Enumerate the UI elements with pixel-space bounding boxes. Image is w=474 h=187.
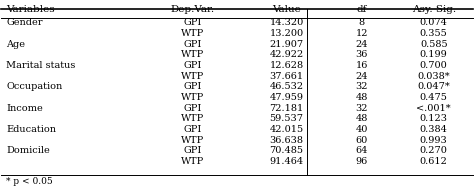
Text: 42.015: 42.015	[269, 125, 303, 134]
Text: 32: 32	[356, 82, 368, 91]
Text: 0.074: 0.074	[420, 19, 447, 27]
Text: 36: 36	[356, 50, 368, 59]
Text: GPI: GPI	[183, 19, 201, 27]
Text: 0.355: 0.355	[420, 29, 447, 38]
Text: 48: 48	[356, 93, 368, 102]
Text: Gender: Gender	[6, 19, 43, 27]
Text: 0.047*: 0.047*	[418, 82, 450, 91]
Text: 24: 24	[356, 40, 368, 49]
Text: WTP: WTP	[181, 72, 204, 81]
Text: 96: 96	[356, 157, 368, 166]
Text: * p < 0.05: * p < 0.05	[6, 177, 53, 186]
Text: 70.485: 70.485	[270, 146, 303, 155]
Text: WTP: WTP	[181, 29, 204, 38]
Text: GPI: GPI	[183, 82, 201, 91]
Text: Age: Age	[6, 40, 25, 49]
Text: 36.638: 36.638	[270, 136, 303, 145]
Text: 47.959: 47.959	[270, 93, 303, 102]
Text: WTP: WTP	[181, 50, 204, 59]
Text: WTP: WTP	[181, 136, 204, 145]
Text: Education: Education	[6, 125, 56, 134]
Text: 0.993: 0.993	[420, 136, 447, 145]
Text: GPI: GPI	[183, 146, 201, 155]
Text: <.001*: <.001*	[417, 104, 451, 113]
Text: GPI: GPI	[183, 40, 201, 49]
Text: 64: 64	[356, 146, 368, 155]
Text: 0.123: 0.123	[420, 114, 448, 123]
Text: 14.320: 14.320	[269, 19, 304, 27]
Text: 32: 32	[356, 104, 368, 113]
Text: 13.200: 13.200	[269, 29, 303, 38]
Text: 0.700: 0.700	[420, 61, 447, 70]
Text: Occupation: Occupation	[6, 82, 63, 91]
Text: WTP: WTP	[181, 114, 204, 123]
Text: WTP: WTP	[181, 157, 204, 166]
Text: 0.475: 0.475	[420, 93, 447, 102]
Text: 0.612: 0.612	[420, 157, 447, 166]
Text: GPI: GPI	[183, 61, 201, 70]
Text: 0.270: 0.270	[420, 146, 447, 155]
Text: Variables: Variables	[6, 5, 55, 14]
Text: 42.922: 42.922	[269, 50, 304, 59]
Text: 46.532: 46.532	[269, 82, 303, 91]
Text: 72.181: 72.181	[269, 104, 304, 113]
Text: WTP: WTP	[181, 93, 204, 102]
Text: 16: 16	[356, 61, 368, 70]
Text: 91.464: 91.464	[269, 157, 303, 166]
Text: Marital status: Marital status	[6, 61, 75, 70]
Text: 0.199: 0.199	[420, 50, 447, 59]
Text: GPI: GPI	[183, 104, 201, 113]
Text: Income: Income	[6, 104, 43, 113]
Text: 12.628: 12.628	[269, 61, 303, 70]
Text: 0.038*: 0.038*	[418, 72, 450, 81]
Text: df: df	[357, 5, 367, 14]
Text: GPI: GPI	[183, 125, 201, 134]
Text: 59.537: 59.537	[270, 114, 303, 123]
Text: 40: 40	[356, 125, 368, 134]
Text: Domicile: Domicile	[6, 146, 50, 155]
Text: 37.661: 37.661	[269, 72, 303, 81]
Text: 12: 12	[356, 29, 368, 38]
Text: 48: 48	[356, 114, 368, 123]
Text: Asy. Sig.: Asy. Sig.	[412, 5, 456, 14]
Text: 24: 24	[356, 72, 368, 81]
Text: Value: Value	[272, 5, 301, 14]
Text: 60: 60	[356, 136, 368, 145]
Text: 21.907: 21.907	[269, 40, 303, 49]
Text: 8: 8	[359, 19, 365, 27]
Text: Dep.Var.: Dep.Var.	[170, 5, 214, 14]
Text: 0.585: 0.585	[420, 40, 447, 49]
Text: 0.384: 0.384	[420, 125, 447, 134]
